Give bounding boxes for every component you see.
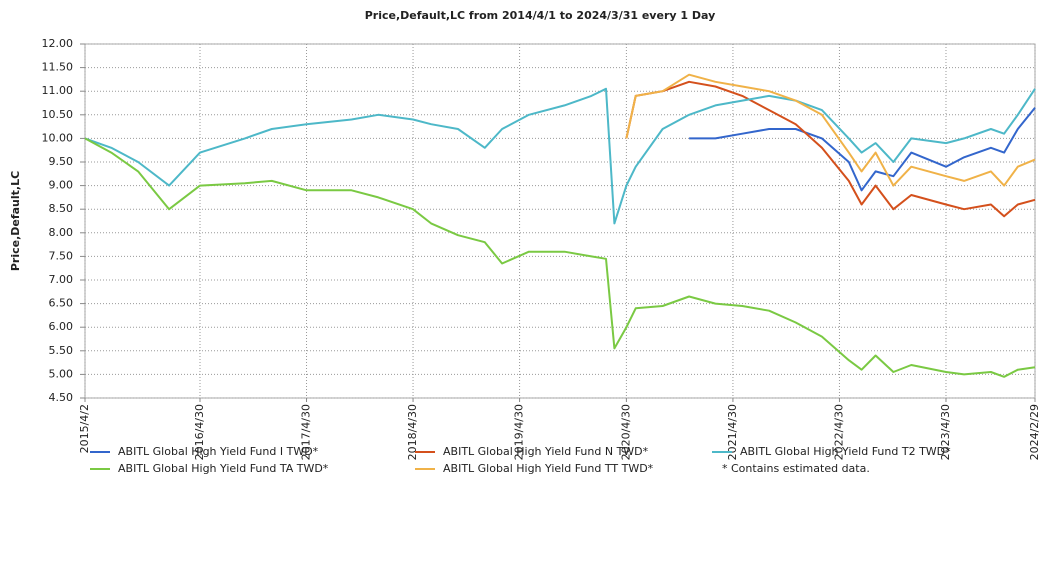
series-line	[689, 107, 1036, 192]
y-tick-label: 10.50	[42, 108, 74, 121]
y-tick-label: 5.50	[49, 344, 74, 357]
x-tick-label: 2020/4/30	[619, 404, 632, 460]
x-tick-label: 2016/4/30	[193, 404, 206, 460]
y-tick-label: 9.00	[49, 179, 74, 192]
y-tick-label: 5.00	[49, 367, 74, 380]
x-tick-label: 2023/4/30	[939, 404, 952, 460]
y-tick-label: 12.00	[42, 37, 74, 50]
x-tick-label: 2024/2/29	[1028, 404, 1040, 460]
chart-title: Price,Default,LC from 2014/4/1 to 2024/3…	[365, 9, 716, 22]
y-tick-label: 7.50	[49, 249, 74, 262]
legend-label: ABITL Global High Yield Fund N TWD*	[443, 445, 649, 458]
y-tick-label: 6.00	[49, 320, 74, 333]
x-tick-label: 2022/4/30	[832, 404, 845, 460]
series-line	[625, 80, 1036, 218]
legend-note: * Contains estimated data.	[722, 462, 870, 475]
y-tick-label: 11.00	[42, 84, 74, 97]
y-tick-label: 9.50	[49, 155, 74, 168]
series-line	[625, 73, 1036, 187]
y-tick-label: 10.00	[42, 131, 74, 144]
x-tick-label: 2015/4/2	[78, 404, 91, 453]
plot-area	[84, 43, 1036, 399]
legend-label: ABITL Global High Yield Fund T2 TWD*	[740, 445, 951, 458]
y-tick-label: 4.50	[49, 391, 74, 404]
y-tick-label: 8.00	[49, 226, 74, 239]
series-line	[84, 137, 1036, 378]
y-axis-label: Price,Default,LC	[9, 171, 22, 271]
y-tick-label: 8.50	[49, 202, 74, 215]
x-tick-label: 2017/4/30	[300, 404, 313, 460]
legend-label: ABITL Global High Yield Fund I TWD*	[118, 445, 319, 458]
x-tick-label: 2021/4/30	[726, 404, 739, 460]
y-tick-label: 11.50	[42, 61, 74, 74]
series-line	[84, 87, 1036, 225]
legend-label: ABITL Global High Yield Fund TA TWD*	[118, 462, 329, 475]
x-tick-label: 2018/4/30	[406, 404, 419, 460]
y-tick-label: 6.50	[49, 297, 74, 310]
legend-label: ABITL Global High Yield Fund TT TWD*	[443, 462, 654, 475]
y-tick-label: 7.00	[49, 273, 74, 286]
x-tick-label: 2019/4/30	[513, 404, 526, 460]
